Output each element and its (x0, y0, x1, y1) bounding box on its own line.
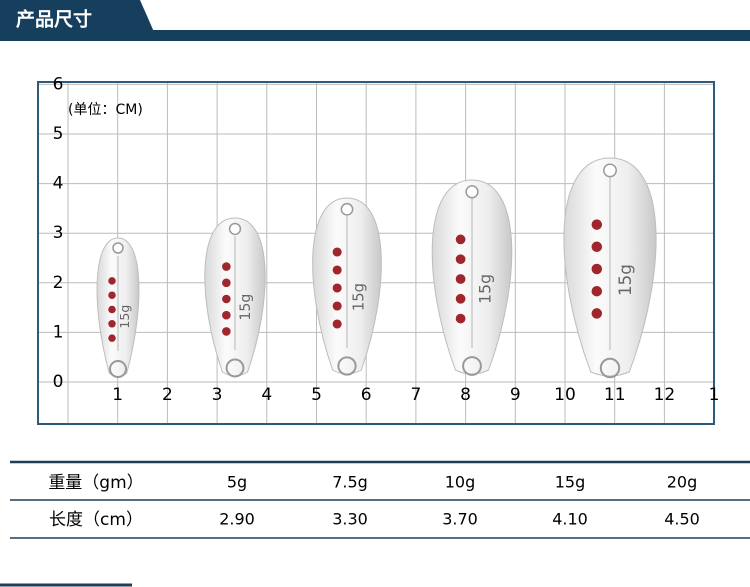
header-strip (0, 30, 750, 41)
lure-dot (455, 313, 466, 324)
y-label: 0 (53, 372, 64, 392)
lure-ring (337, 356, 357, 376)
lure-dot (108, 277, 116, 285)
lure-dot (455, 293, 466, 304)
x-label: 5 (311, 385, 322, 405)
lure-hole (465, 185, 479, 199)
x-label: 6 (361, 385, 372, 405)
x-label: 8 (460, 385, 471, 405)
lure-dot (222, 327, 231, 336)
y-label: 6 (53, 74, 64, 94)
lure-dot (222, 278, 231, 288)
y-label: 3 (53, 223, 64, 243)
lure-dot (222, 262, 231, 271)
lure-ring (109, 360, 127, 378)
row-header: 长度（cm） (49, 510, 143, 530)
x-label: 10 (554, 385, 576, 405)
lure-dot (455, 274, 466, 284)
cell: 15g (555, 473, 586, 492)
x-label: 9 (510, 385, 521, 405)
x-label: 1 (709, 385, 720, 405)
lure-hole (603, 163, 617, 178)
x-label: 2 (162, 385, 173, 405)
lure-dot (591, 241, 603, 253)
lure-hole (112, 242, 124, 254)
lure-hole (340, 202, 354, 216)
lure-dot (332, 301, 342, 311)
lure-dot (591, 285, 603, 297)
lure-dot (332, 283, 342, 293)
cell: 5g (227, 473, 247, 492)
x-label: 11 (604, 385, 626, 405)
cell: 7.5g (332, 473, 368, 492)
cell: 3.70 (442, 510, 478, 529)
lure-ring (599, 357, 621, 379)
y-label: 1 (53, 322, 64, 342)
x-label: 1 (112, 385, 123, 405)
lure-dot (455, 254, 466, 265)
x-label: 4 (261, 385, 272, 405)
y-label: 4 (53, 174, 64, 194)
lure-dot (455, 234, 466, 245)
lure-dot (332, 319, 342, 329)
x-label: 3 (212, 385, 223, 405)
cell: 10g (445, 473, 476, 492)
lure-dot (332, 265, 342, 275)
lure-ring (225, 358, 245, 378)
y-label: 5 (53, 124, 64, 144)
lure-weight: 15g (476, 274, 495, 304)
lure-dot (108, 305, 116, 314)
lure-dot (222, 310, 231, 320)
lure-dot (591, 219, 603, 230)
header-title: 产品尺寸 (16, 8, 92, 31)
x-label: 7 (410, 385, 421, 405)
lure-hole (228, 222, 242, 236)
lure-dot (108, 291, 116, 299)
ruler-unit: (单位：CM) (68, 102, 143, 118)
lure-dot (591, 308, 603, 319)
row-header: 重量（gm） (48, 473, 143, 493)
cell: 4.10 (552, 510, 588, 529)
lure-weight: 15g (350, 283, 367, 311)
cell: 3.30 (332, 510, 368, 529)
lure-dot (108, 334, 116, 342)
lure-ring (462, 356, 482, 376)
x-label: 12 (654, 385, 676, 405)
lure-dot (332, 247, 342, 257)
lure-weight: 15g (615, 264, 635, 296)
header-tab (0, 0, 158, 41)
cell: 2.90 (219, 510, 255, 529)
lure-dot (108, 320, 116, 328)
lure-dot (222, 294, 231, 304)
y-label: 2 (53, 273, 64, 293)
cell: 20g (667, 473, 698, 492)
lure-weight: 15g (117, 305, 132, 329)
lure-dot (591, 263, 603, 275)
lure-weight: 15g (238, 294, 254, 321)
cell: 4.50 (664, 510, 700, 529)
